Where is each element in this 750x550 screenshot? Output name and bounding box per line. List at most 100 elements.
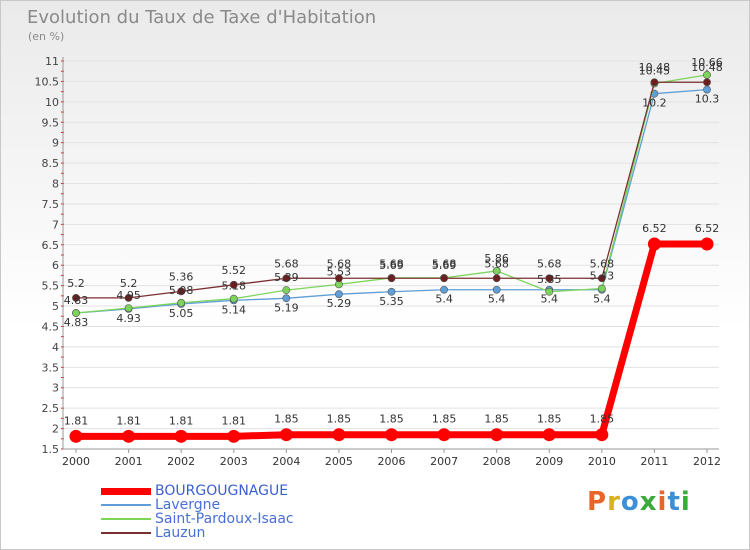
logo-letter: i <box>657 487 668 517</box>
data-label: 5.68 <box>432 257 457 270</box>
data-point <box>437 428 451 442</box>
data-label: 5.35 <box>379 295 404 308</box>
logo-letter: r <box>607 487 621 517</box>
data-label: 5.43 <box>590 269 615 282</box>
x-tick-label: 2003 <box>220 455 248 468</box>
data-label: 1.85 <box>484 413 509 426</box>
data-point <box>545 287 554 296</box>
data-label: 5.68 <box>274 257 299 270</box>
data-point <box>335 290 343 299</box>
data-point <box>440 274 448 283</box>
legend-swatch <box>101 504 151 506</box>
data-label: 5.4 <box>593 293 611 306</box>
y-tick-label: 6 <box>52 259 59 272</box>
x-tick-label: 2004 <box>272 455 300 468</box>
data-point <box>122 429 136 443</box>
data-point <box>282 294 291 303</box>
x-tick-label: 2011 <box>640 455 668 468</box>
logo-letter: i <box>680 487 691 517</box>
y-tick-label: 2.5 <box>42 402 60 415</box>
x-tick-label: 2001 <box>115 455 143 468</box>
y-tick-label: 9.5 <box>42 116 60 129</box>
data-label: 1.85 <box>537 413 562 426</box>
y-tick-label: 4 <box>52 341 59 354</box>
data-point <box>387 287 396 296</box>
data-label: 5.69 <box>379 259 404 272</box>
data-point <box>492 285 501 294</box>
y-tick-label: 8.5 <box>42 157 60 170</box>
proxiti-logo: Proxiti <box>587 487 691 517</box>
data-label: 5.29 <box>327 297 352 310</box>
data-label: 5.68 <box>484 257 509 270</box>
legend-label: Saint-Pardoux-Isaac <box>155 511 294 527</box>
data-label: 5.2 <box>67 277 85 290</box>
data-label: 1.81 <box>169 414 194 427</box>
x-tick-label: 2007 <box>430 455 458 468</box>
y-tick-label: 3 <box>52 382 59 395</box>
data-label: 10.3 <box>695 93 720 106</box>
data-label: 5.4 <box>488 293 506 306</box>
data-point <box>282 274 291 283</box>
chart-title: Evolution du Taux de Taxe d'Habitation <box>27 7 377 28</box>
data-label: 5.4 <box>541 293 559 306</box>
chart-subtitle: (en %) <box>28 30 65 43</box>
data-point <box>72 293 80 302</box>
legend-swatch <box>101 488 151 495</box>
data-label: 1.85 <box>327 413 352 426</box>
data-point <box>282 286 291 295</box>
y-tick-label: 1.5 <box>42 443 60 456</box>
data-label: 5.68 <box>537 257 562 270</box>
y-tick-label: 6.5 <box>42 239 60 252</box>
y-tick-label: 11 <box>45 55 59 68</box>
data-point <box>542 428 556 442</box>
y-tick-label: 5 <box>52 300 59 313</box>
data-point <box>177 287 186 296</box>
data-label: 1.81 <box>222 414 247 427</box>
x-tick-label: 2005 <box>325 455 353 468</box>
data-label: 5.14 <box>222 303 247 316</box>
x-tick-label: 2008 <box>483 455 511 468</box>
data-label: 10.48 <box>639 61 671 74</box>
data-label: 4.93 <box>116 312 141 325</box>
data-point <box>650 78 659 87</box>
data-point <box>490 428 504 442</box>
data-point <box>387 274 396 283</box>
data-point <box>545 274 554 283</box>
y-tick-label: 10 <box>45 96 59 109</box>
data-label: 1.85 <box>432 413 457 426</box>
data-label: 5.69 <box>432 259 457 272</box>
data-point <box>647 237 661 251</box>
data-point <box>335 274 343 283</box>
data-point <box>177 298 186 307</box>
data-label: 10.2 <box>642 97 667 110</box>
x-tick-label: 2000 <box>62 455 90 468</box>
data-point <box>597 284 606 293</box>
data-label: 5.35 <box>537 273 562 286</box>
data-label: 4.83 <box>64 294 89 307</box>
data-point <box>700 237 714 251</box>
logo-letter: P <box>587 487 608 517</box>
data-point <box>69 429 83 443</box>
logo-letter: x <box>639 487 658 517</box>
data-point <box>72 309 80 317</box>
data-label: 5.68 <box>379 257 404 270</box>
legend-label: BOURGOUGNAGUE <box>155 483 289 499</box>
x-tick-label: 2009 <box>535 455 563 468</box>
data-point <box>595 428 609 442</box>
data-point <box>385 428 398 442</box>
y-tick-label: 9 <box>52 137 59 150</box>
data-point <box>124 293 133 302</box>
data-label: 5.19 <box>274 301 299 314</box>
x-tick-label: 2010 <box>588 455 616 468</box>
data-label: 5.4 <box>435 293 453 306</box>
data-label: 1.85 <box>274 413 299 426</box>
data-label: 5.2 <box>120 277 138 290</box>
data-label: 10.48 <box>691 61 723 74</box>
legend-label: Lauzun <box>155 525 206 541</box>
data-point <box>332 428 346 442</box>
x-tick-label: 2012 <box>693 455 721 468</box>
y-tick-label: 7 <box>52 218 59 231</box>
y-tick-label: 10.5 <box>35 75 60 88</box>
